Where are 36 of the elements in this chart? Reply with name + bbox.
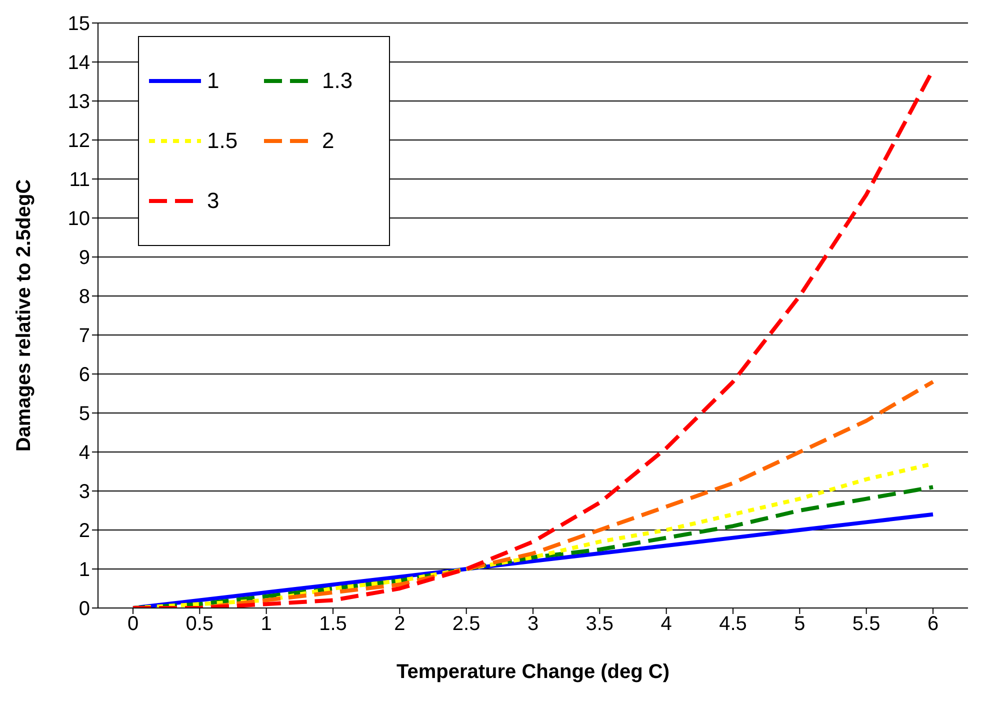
x-tick-label: 1 (260, 613, 272, 636)
legend-label: 1 (207, 68, 220, 94)
y-tick-label: 3 (78, 481, 90, 504)
y-tick-label: 15 (68, 13, 90, 36)
y-tick-label: 6 (78, 364, 90, 386)
legend-label: 3 (207, 188, 220, 214)
y-tick-label: 14 (68, 52, 90, 74)
y-tick-label: 12 (68, 130, 90, 152)
y-axis-title: Damages relative to 2.5degC (13, 179, 36, 452)
x-tick-label: 3 (527, 613, 539, 636)
legend-label: 1.5 (207, 128, 238, 154)
x-tick-label: 5 (794, 613, 806, 636)
y-tick-label: 0 (78, 598, 90, 620)
x-tick-label: 0 (127, 613, 139, 636)
y-tick-label: 11 (69, 169, 90, 192)
x-tick-label: 4 (660, 613, 672, 636)
x-axis-title: Temperature Change (deg C) (396, 661, 670, 683)
y-tick-label: 5 (78, 403, 90, 426)
x-tick-label: 1.5 (319, 613, 347, 636)
x-tick-label: 3.5 (586, 613, 614, 636)
y-tick-label: 1 (78, 559, 90, 582)
y-tick-label: 13 (68, 91, 90, 114)
y-tick-label: 7 (78, 325, 90, 348)
legend-label: 2 (322, 128, 334, 154)
x-tick-label: 4.5 (719, 613, 747, 636)
x-tick-label: 5.5 (852, 613, 880, 636)
y-tick-label: 2 (78, 520, 90, 542)
y-tick-label: 9 (78, 247, 90, 270)
x-tick-label: 2.5 (452, 613, 480, 636)
x-tick-label: 0.5 (186, 613, 214, 636)
x-tick-label: 2 (394, 613, 406, 636)
y-tick-label: 10 (68, 208, 90, 230)
x-tick-label: 6 (927, 613, 939, 636)
y-tick-label: 4 (78, 442, 90, 464)
legend-label: 1.3 (322, 68, 353, 94)
y-tick-label: 8 (78, 286, 90, 308)
